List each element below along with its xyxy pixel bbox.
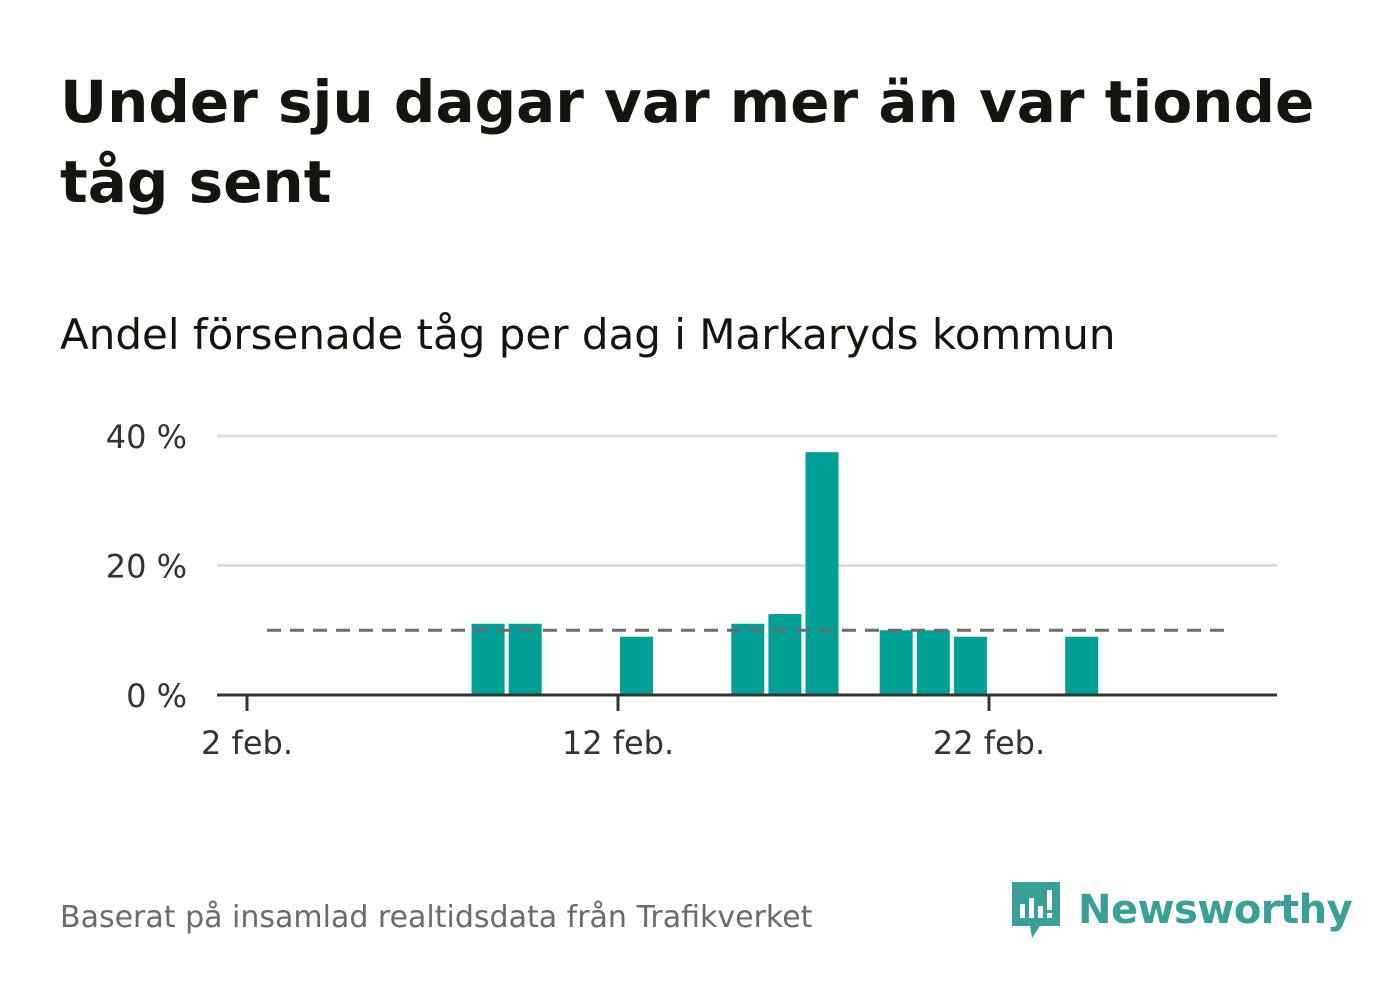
y-tick-label: 20 % xyxy=(106,548,187,586)
chart-title: Under sju dagar var mer än var tionde tå… xyxy=(60,68,1315,216)
y-tick-label: 0 % xyxy=(126,677,187,715)
newsworthy-logo-icon xyxy=(1012,882,1060,938)
bars xyxy=(471,452,1099,695)
gridlines xyxy=(217,434,1277,567)
bar xyxy=(471,623,505,695)
x-tick-label: 2 feb. xyxy=(201,724,293,762)
bar xyxy=(916,630,950,695)
bar xyxy=(805,452,839,695)
bar xyxy=(1065,636,1099,695)
bar xyxy=(768,614,802,695)
brand-name: Newsworthy xyxy=(1078,887,1353,933)
bar xyxy=(508,623,542,695)
brand-logo: Newsworthy xyxy=(1010,878,1353,942)
x-tick-label: 22 feb. xyxy=(933,724,1045,762)
y-tick-label: 40 % xyxy=(106,418,187,456)
chart-subtitle: Andel försenade tåg per dag i Markaryds … xyxy=(60,310,1116,359)
bar xyxy=(879,630,913,695)
bar xyxy=(731,623,765,695)
bar xyxy=(620,636,653,695)
bar xyxy=(953,636,987,695)
axes: 0 % 20 % 40 % 2 feb. 12 feb. 22 feb. xyxy=(106,418,1277,762)
x-tick-label: 12 feb. xyxy=(562,724,674,762)
source-note: Baserat på insamlad realtidsdata från Tr… xyxy=(60,900,813,935)
bar-chart: 0 % 20 % 40 % 2 feb. 12 feb. 22 feb. xyxy=(106,418,1277,762)
